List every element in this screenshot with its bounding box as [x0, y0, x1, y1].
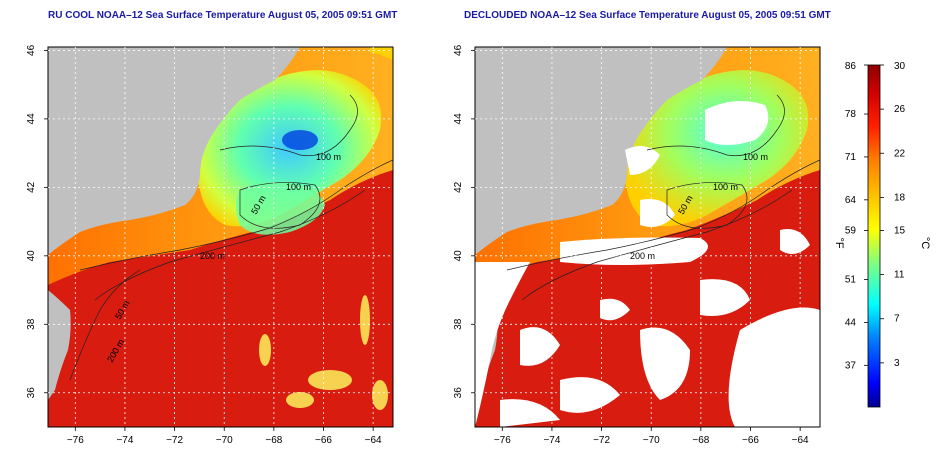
lat-tick-label: 38 [453, 318, 464, 330]
lon-tick-label: −72 [593, 435, 610, 446]
lon-tick-label: −66 [742, 435, 759, 446]
fahrenheit-tick-label: 37 [845, 360, 857, 371]
lon-tick-label: −76 [67, 435, 84, 446]
cloud-mask [475, 101, 820, 427]
georges-bank-water [236, 181, 325, 235]
cold-patch [282, 130, 318, 150]
lat-tick-label: 46 [26, 44, 37, 56]
fahrenheit-tick-label: 59 [845, 225, 857, 236]
left-map: −76 −74 −72 −70 −68 −66 −64 36 38 40 42 44 46 100 m… [26, 44, 394, 446]
contour-label: 200 m [630, 251, 655, 261]
lat-tick-label: 40 [26, 250, 37, 262]
lon-tick-label: −74 [543, 435, 560, 446]
colorbar-scale [867, 64, 881, 408]
lat-tick-label: 44 [453, 113, 464, 125]
lat-tick-label: 36 [26, 387, 37, 399]
lat-tick-label: 40 [453, 250, 464, 262]
fahrenheit-tick-label: 78 [845, 109, 857, 120]
fahrenheit-tick-label: 51 [845, 275, 857, 286]
lon-tick-label: −64 [792, 435, 809, 446]
land-mid-atlantic [48, 290, 71, 400]
fahrenheit-tick-label: 64 [845, 195, 857, 206]
lat-tick-label: 36 [453, 387, 464, 399]
land-northeast-us [475, 47, 727, 255]
celsius-tick-label: 22 [894, 148, 906, 159]
contour-label: 100 m [286, 182, 311, 192]
land-northeast-us [48, 47, 300, 255]
lon-tick-label: −70 [643, 435, 660, 446]
lon-tick-label: −68 [692, 435, 709, 446]
left-plot-frame [47, 46, 394, 428]
lat-tick-label: 46 [453, 44, 464, 56]
lon-tick-label: −76 [494, 435, 511, 446]
left-map-title: RU COOL NOAA–12 Sea Surface Temperature … [48, 10, 398, 21]
celsius-unit-label: °C [919, 237, 931, 249]
left-grid [48, 47, 393, 427]
nova-scotia-edge [370, 47, 393, 60]
celsius-tick-label: 15 [894, 225, 906, 236]
fahrenheit-tick-label: 44 [845, 317, 857, 328]
celsius-ticks: 30 26 22 18 15 11 7 3 [880, 61, 906, 369]
bathymetry-contours [69, 94, 393, 381]
lat-tick-label: 38 [26, 318, 37, 330]
temperature-colorbar: 86 78 71 64 59 51 44 37 30 26 22 18 15 11 7 3 °F °C [833, 61, 931, 408]
right-lon-ticks: −76 −74 −72 −70 −68 −66 −64 [494, 427, 809, 446]
contour-label: 100 m [316, 152, 341, 162]
celsius-tick-label: 7 [894, 314, 900, 325]
left-lon-ticks: −76 −74 −72 −70 −68 −66 −64 [67, 427, 382, 446]
right-grid [475, 47, 820, 427]
right-lat-ticks: 36 38 40 42 44 46 [453, 44, 475, 398]
lon-tick-label: −68 [265, 435, 282, 446]
lat-tick-label: 42 [26, 181, 37, 193]
fahrenheit-tick-label: 86 [845, 61, 857, 72]
contour-label: 100 m [713, 182, 738, 192]
cloud-artifacts [259, 295, 388, 410]
fahrenheit-unit-label: °F [833, 237, 845, 248]
lat-tick-label: 44 [26, 113, 37, 125]
celsius-tick-label: 26 [894, 104, 906, 115]
right-map: −76 −74 −72 −70 −68 −66 −64 36 38 40 42 44 46 100 m… [453, 44, 821, 446]
lon-tick-label: −64 [365, 435, 382, 446]
celsius-tick-label: 30 [894, 61, 906, 72]
fahrenheit-tick-label: 71 [845, 152, 857, 163]
contour-label: 200 m [200, 251, 225, 261]
gulf-of-maine-water [196, 70, 382, 227]
lon-tick-label: −66 [315, 435, 332, 446]
lon-tick-label: −70 [216, 435, 233, 446]
fahrenheit-ticks: 86 78 71 64 59 51 44 37 [845, 61, 868, 371]
contour-label: 100 m [743, 152, 768, 162]
celsius-tick-label: 3 [894, 358, 900, 369]
lon-tick-label: −72 [166, 435, 183, 446]
left-lat-ticks: 36 38 40 42 44 46 [26, 44, 48, 398]
lat-tick-label: 42 [453, 181, 464, 193]
right-plot-frame [474, 46, 821, 428]
celsius-tick-label: 11 [894, 270, 905, 281]
celsius-tick-label: 18 [894, 192, 906, 203]
lon-tick-label: −74 [116, 435, 133, 446]
right-map-title: DECLOUDED NOAA–12 Sea Surface Temperatur… [464, 10, 831, 21]
bathymetry-contours [506, 94, 820, 301]
